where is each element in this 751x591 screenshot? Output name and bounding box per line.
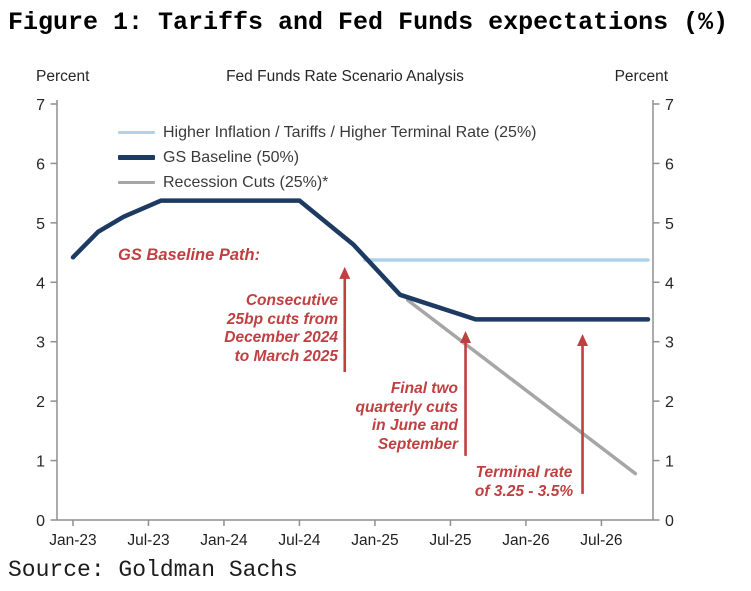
y-tick-label-right: 4 bbox=[665, 275, 674, 292]
y-tick-label-left: 5 bbox=[36, 216, 45, 233]
y-axis-unit-left: Percent bbox=[36, 68, 90, 85]
legend-item-higher-inflation: Higher Inflation / Tariffs / Higher Term… bbox=[118, 120, 537, 145]
y-tick-label-left: 2 bbox=[36, 394, 45, 411]
legend-swatch-recession-cuts-icon bbox=[118, 180, 155, 185]
annotation-consecutive-cuts: Consecutive 25bp cuts from December 2024… bbox=[224, 292, 338, 365]
y-tick-label-left: 0 bbox=[36, 513, 45, 530]
x-tick-label: Jul-26 bbox=[580, 532, 622, 549]
y-tick-label-right: 7 bbox=[665, 97, 674, 114]
y-axis-unit-right: Percent bbox=[614, 68, 668, 85]
annotation-arrowhead-1 bbox=[339, 266, 351, 279]
annotation-arrowhead-3 bbox=[577, 333, 589, 346]
source-note: Source: Goldman Sachs bbox=[8, 557, 298, 583]
x-tick-label: Jan-26 bbox=[502, 532, 549, 549]
annotation-final-two-cuts: Final two quarterly cuts in June and Sep… bbox=[355, 380, 458, 453]
y-tick-label-left: 4 bbox=[36, 275, 45, 292]
y-tick-label-left: 3 bbox=[36, 335, 45, 352]
legend-label-gs-baseline: GS Baseline (50%) bbox=[163, 148, 300, 166]
annotation-arrowhead-2 bbox=[460, 331, 472, 344]
x-tick-label: Jan-25 bbox=[351, 532, 398, 549]
x-tick-label: Jan-23 bbox=[49, 532, 96, 549]
y-tick-label-left: 1 bbox=[36, 454, 45, 471]
y-tick-label-right: 0 bbox=[665, 513, 674, 530]
legend-item-recession-cuts: Recession Cuts (25%)* bbox=[118, 170, 537, 195]
legend-swatch-higher-inflation-icon bbox=[118, 130, 155, 135]
annotation-gs-baseline-path: GS Baseline Path: bbox=[118, 246, 261, 264]
x-tick-label: Jan-24 bbox=[200, 532, 248, 549]
y-tick-label-right: 5 bbox=[665, 216, 674, 233]
series-line-2 bbox=[405, 298, 638, 476]
y-tick-label-left: 7 bbox=[36, 97, 45, 114]
y-tick-label-right: 1 bbox=[665, 454, 674, 471]
y-tick-label-right: 3 bbox=[665, 335, 674, 352]
chart-title: Fed Funds Rate Scenario Analysis bbox=[226, 68, 464, 85]
x-tick-label: Jul-23 bbox=[127, 532, 169, 549]
legend-label-recession-cuts: Recession Cuts (25%)* bbox=[163, 173, 329, 191]
series-line-1 bbox=[70, 198, 651, 322]
legend-swatch-gs-baseline-icon bbox=[118, 155, 155, 160]
y-tick-label-right: 2 bbox=[665, 394, 674, 411]
legend-item-gs-baseline: GS Baseline (50%) bbox=[118, 145, 537, 170]
y-tick-label-right: 6 bbox=[665, 156, 674, 173]
legend-label-higher-inflation: Higher Inflation / Tariffs / Higher Term… bbox=[163, 123, 537, 141]
legend: Higher Inflation / Tariffs / Higher Term… bbox=[118, 120, 537, 195]
x-tick-label: Jul-25 bbox=[429, 532, 471, 549]
figure-title: Figure 1: Tariffs and Fed Funds expectat… bbox=[8, 8, 729, 37]
annotation-terminal-rate: Terminal rate of 3.25 - 3.5% bbox=[474, 464, 574, 500]
x-tick-label: Jul-24 bbox=[278, 532, 321, 549]
y-tick-label-left: 6 bbox=[36, 156, 45, 173]
